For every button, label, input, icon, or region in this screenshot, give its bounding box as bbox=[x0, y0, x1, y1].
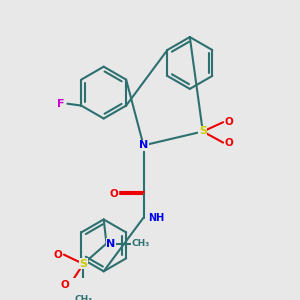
Text: O: O bbox=[60, 280, 69, 290]
Text: CH₃: CH₃ bbox=[74, 295, 92, 300]
Text: O: O bbox=[53, 250, 62, 260]
Text: O: O bbox=[224, 117, 233, 127]
Text: F: F bbox=[57, 99, 64, 109]
Text: N: N bbox=[106, 238, 116, 248]
Text: CH₃: CH₃ bbox=[132, 239, 150, 248]
Text: O: O bbox=[224, 138, 233, 148]
Text: O: O bbox=[110, 190, 118, 200]
Text: N: N bbox=[139, 140, 148, 150]
Text: S: S bbox=[79, 259, 87, 269]
Text: S: S bbox=[199, 127, 207, 136]
Text: NH: NH bbox=[148, 213, 165, 223]
